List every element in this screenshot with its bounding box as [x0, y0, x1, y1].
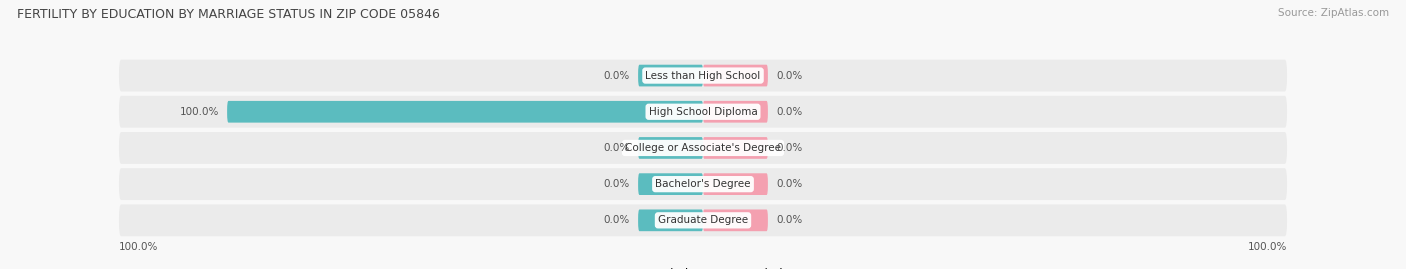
FancyBboxPatch shape [638, 137, 703, 159]
Text: 0.0%: 0.0% [603, 179, 630, 189]
Text: FERTILITY BY EDUCATION BY MARRIAGE STATUS IN ZIP CODE 05846: FERTILITY BY EDUCATION BY MARRIAGE STATU… [17, 8, 440, 21]
FancyBboxPatch shape [120, 96, 1286, 128]
Text: 100.0%: 100.0% [1247, 242, 1286, 252]
Text: 0.0%: 0.0% [603, 143, 630, 153]
FancyBboxPatch shape [703, 101, 768, 123]
Text: 0.0%: 0.0% [776, 107, 803, 117]
Text: 0.0%: 0.0% [776, 179, 803, 189]
FancyBboxPatch shape [638, 65, 703, 86]
FancyBboxPatch shape [703, 210, 768, 231]
FancyBboxPatch shape [638, 173, 703, 195]
Text: Graduate Degree: Graduate Degree [658, 215, 748, 225]
Text: High School Diploma: High School Diploma [648, 107, 758, 117]
FancyBboxPatch shape [120, 204, 1286, 236]
Text: Bachelor's Degree: Bachelor's Degree [655, 179, 751, 189]
Text: Less than High School: Less than High School [645, 70, 761, 80]
Text: 0.0%: 0.0% [776, 70, 803, 80]
Legend: Married, Unmarried: Married, Unmarried [619, 263, 787, 269]
FancyBboxPatch shape [120, 168, 1286, 200]
Text: 0.0%: 0.0% [603, 215, 630, 225]
Text: College or Associate's Degree: College or Associate's Degree [626, 143, 780, 153]
FancyBboxPatch shape [228, 101, 703, 123]
FancyBboxPatch shape [703, 173, 768, 195]
Text: 0.0%: 0.0% [603, 70, 630, 80]
Text: 0.0%: 0.0% [776, 215, 803, 225]
Text: Source: ZipAtlas.com: Source: ZipAtlas.com [1278, 8, 1389, 18]
FancyBboxPatch shape [703, 137, 768, 159]
Text: 100.0%: 100.0% [120, 242, 159, 252]
FancyBboxPatch shape [120, 132, 1286, 164]
Text: 0.0%: 0.0% [776, 143, 803, 153]
FancyBboxPatch shape [638, 210, 703, 231]
FancyBboxPatch shape [703, 65, 768, 86]
FancyBboxPatch shape [120, 60, 1286, 91]
Text: 100.0%: 100.0% [180, 107, 219, 117]
